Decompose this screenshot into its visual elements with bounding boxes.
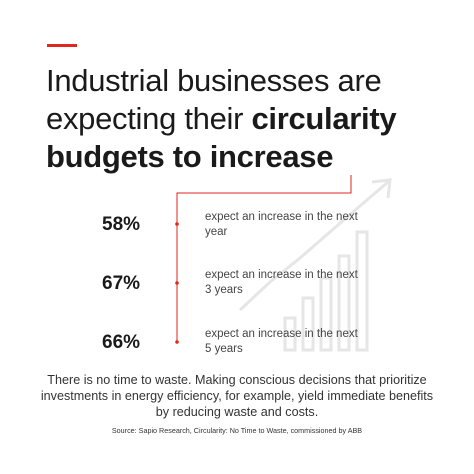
headline-line-1: Industrial businesses are	[46, 63, 382, 98]
stat-value-1: 58%	[102, 214, 141, 235]
headline-line-2: expecting their circularity	[46, 100, 446, 138]
timeline-dot-3	[175, 340, 179, 344]
stat-value-3: 66%	[102, 332, 141, 353]
stat-description-3: expect an increase in the next 5 years	[205, 328, 358, 355]
timeline-dot-1	[175, 222, 179, 226]
headline-line-3: budgets to increase	[46, 139, 334, 174]
body-paragraph: There is no time to waste. Making consci…	[40, 373, 434, 419]
timeline-dot-2	[175, 281, 179, 285]
accent-bar	[47, 44, 77, 47]
connector-line	[176, 175, 352, 342]
stat-description-1: expect an increase in the next year	[205, 211, 358, 238]
source-citation: Source: Sapio Research, Circularity: No …	[111, 426, 363, 435]
headline: Industrial businesses are expecting thei…	[46, 62, 446, 176]
headline-regular-text: expecting their	[46, 101, 252, 136]
stat-value-2: 67%	[102, 273, 141, 294]
headline-bold-text: circularity	[251, 101, 397, 136]
stat-description-2: expect an increase in the next 3 years	[205, 269, 358, 296]
